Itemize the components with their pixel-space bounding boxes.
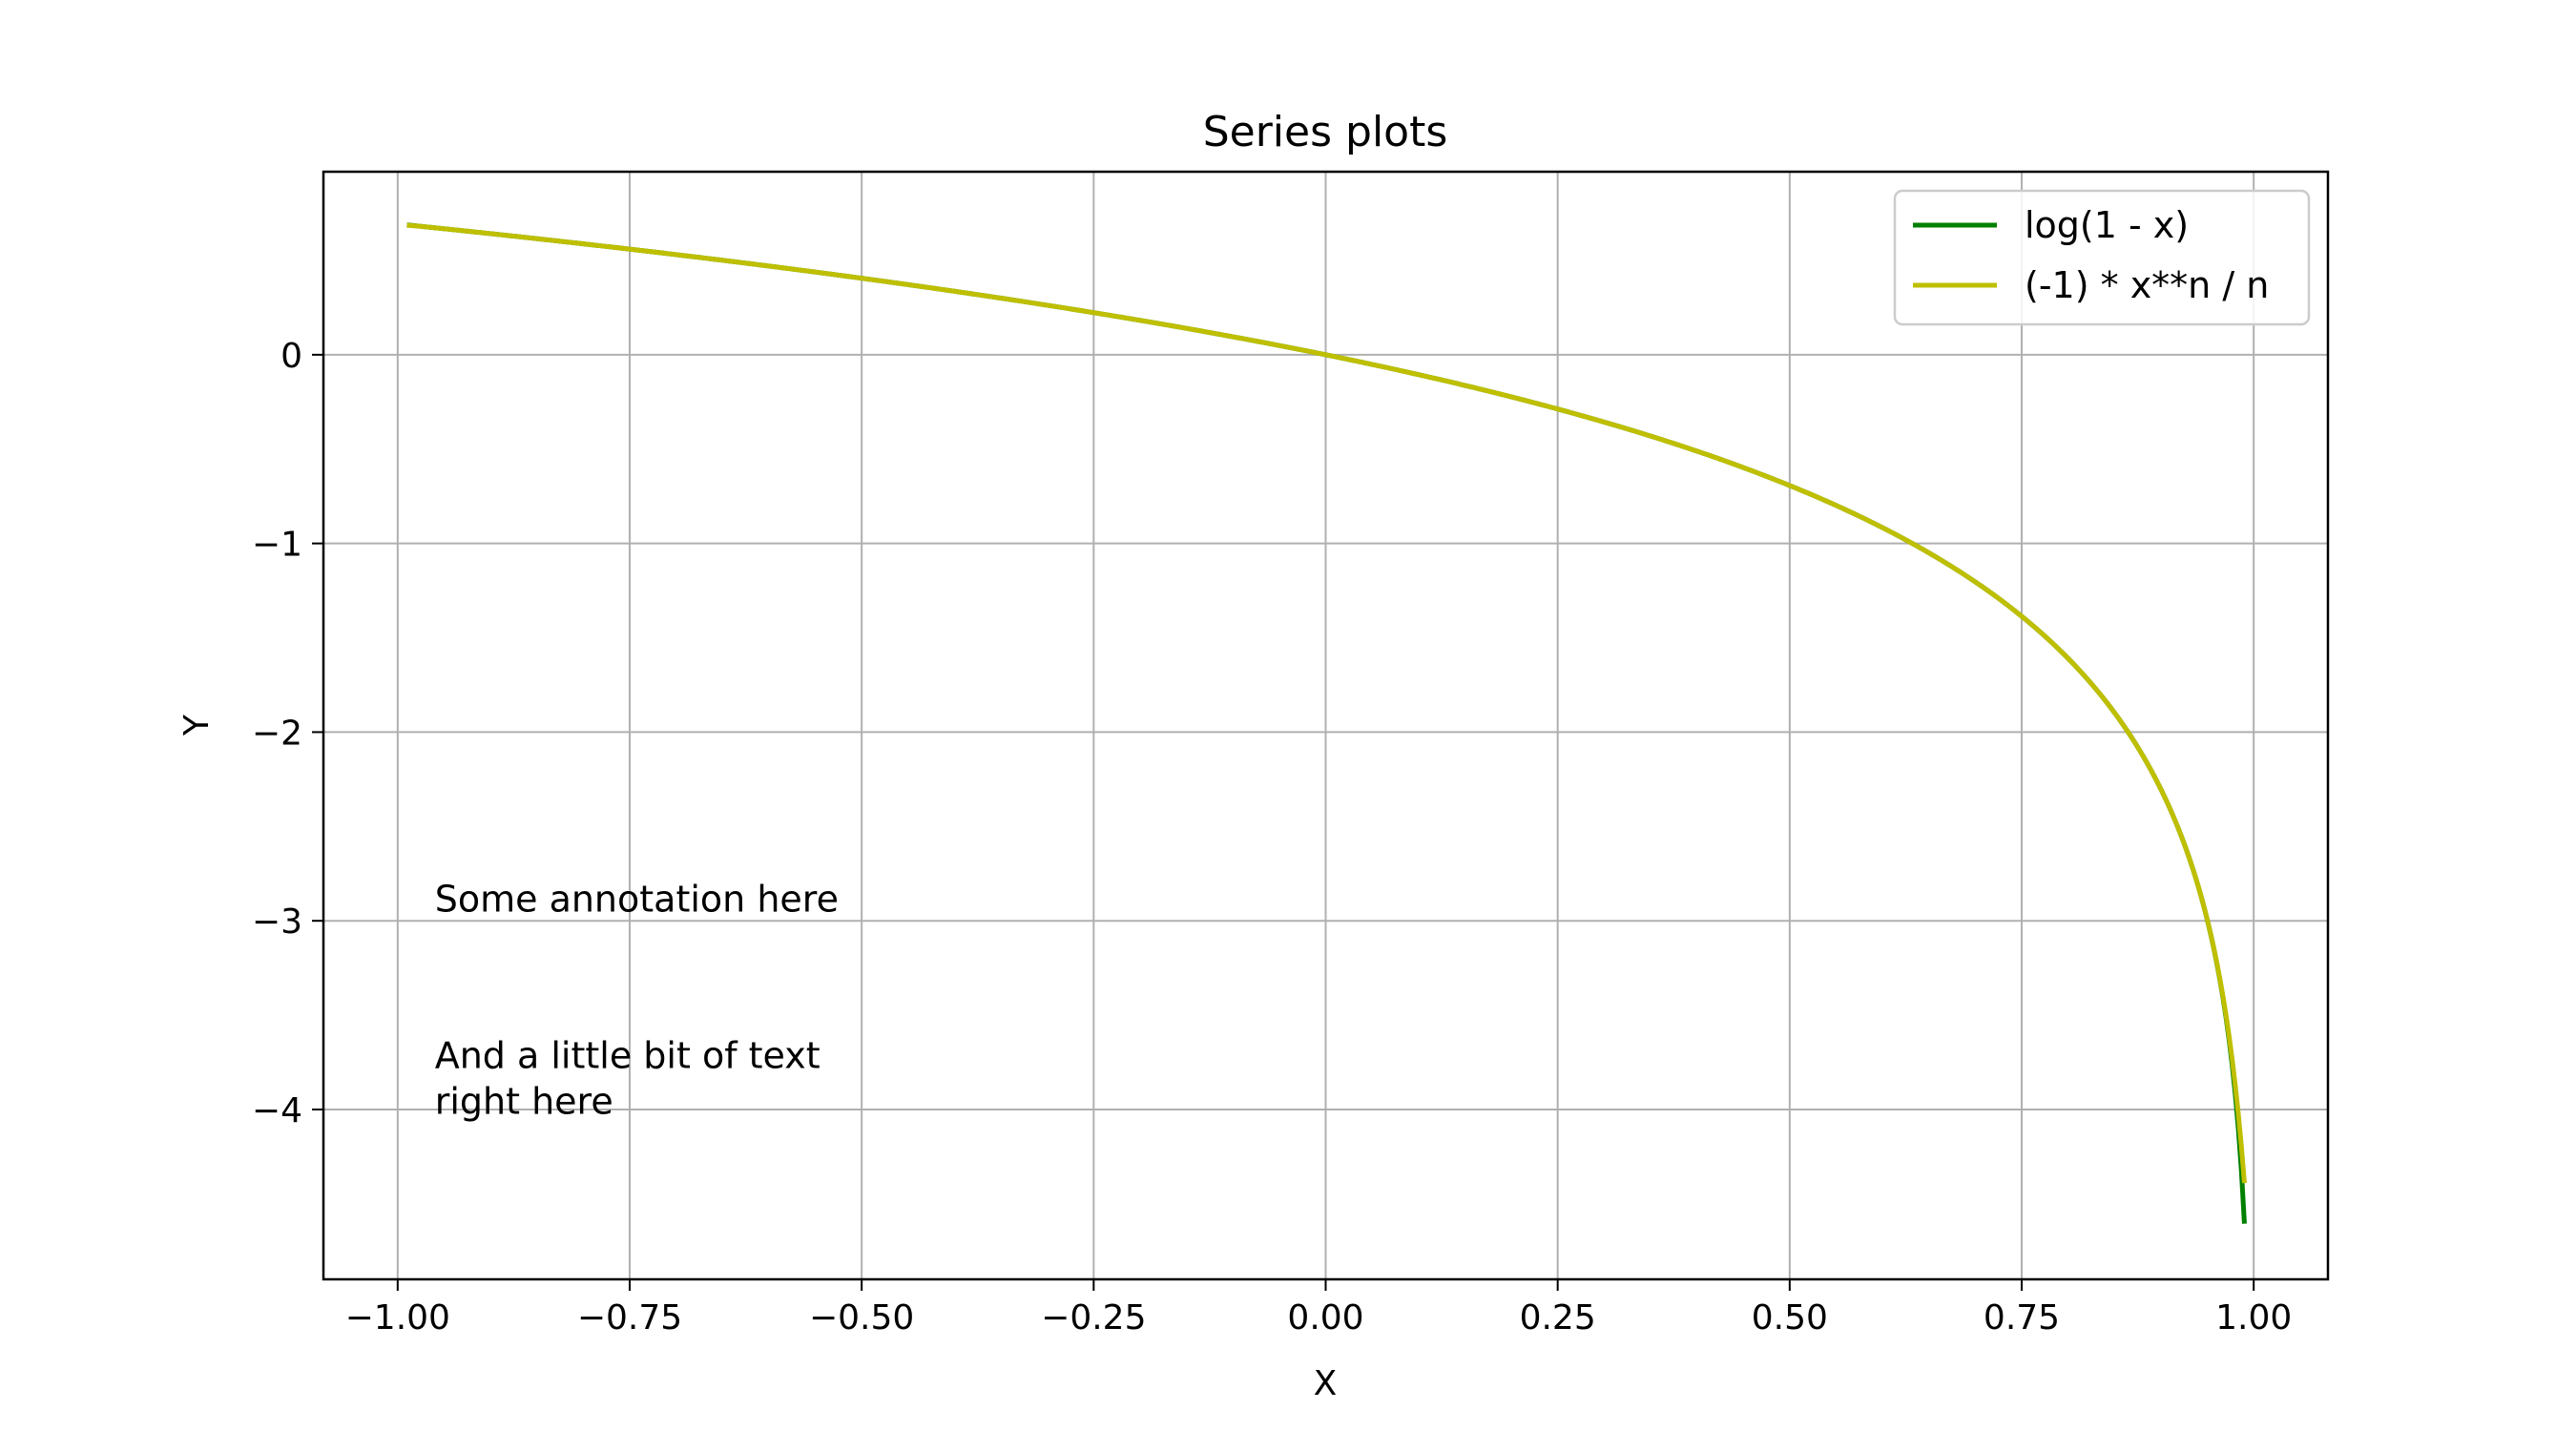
y-tick-label: −4 (252, 1091, 302, 1130)
legend-box (1893, 189, 2311, 326)
annotations: Some annotation here And a little bit of … (435, 878, 839, 1122)
y-tick-label: −1 (252, 526, 302, 565)
y-tick-label: 0 (280, 337, 302, 376)
axis-ticks: −1.00 −0.75 −0.50 −0.25 0.00 0.25 0.50 0.75 1.00… (252, 337, 2292, 1338)
legend-label-log: log(1 - x) (2025, 204, 2189, 246)
x-axis-label: X (1314, 1364, 1338, 1403)
annotation-text: right here (435, 1080, 613, 1122)
legend-label-series: (-1) * x**n / n (2025, 264, 2269, 306)
series-line-1 (406, 222, 2247, 1184)
chart-title: Series plots (1203, 108, 1448, 156)
x-tick-label: −0.50 (809, 1298, 914, 1338)
x-tick-label: 0.00 (1287, 1298, 1363, 1338)
y-tick-label: −3 (252, 902, 302, 942)
x-tick-label: −0.25 (1041, 1298, 1146, 1338)
y-tick-label: −2 (252, 714, 302, 753)
y-axis-label: Y (177, 714, 217, 736)
x-tick-label: 0.25 (1520, 1298, 1596, 1338)
series-lines (406, 222, 2247, 1224)
legend: log(1 - x) (-1) * x**n / n (1893, 189, 2311, 326)
annotation-text: And a little bit of text (435, 1034, 821, 1076)
x-tick-label: 0.50 (1752, 1298, 1828, 1338)
x-tick-label: 0.75 (1984, 1298, 2060, 1338)
annotation-text: Some annotation here (435, 878, 839, 920)
x-tick-label: −0.75 (577, 1298, 682, 1338)
x-tick-label: 1.00 (2215, 1298, 2292, 1338)
x-tick-label: −1.00 (345, 1298, 450, 1338)
